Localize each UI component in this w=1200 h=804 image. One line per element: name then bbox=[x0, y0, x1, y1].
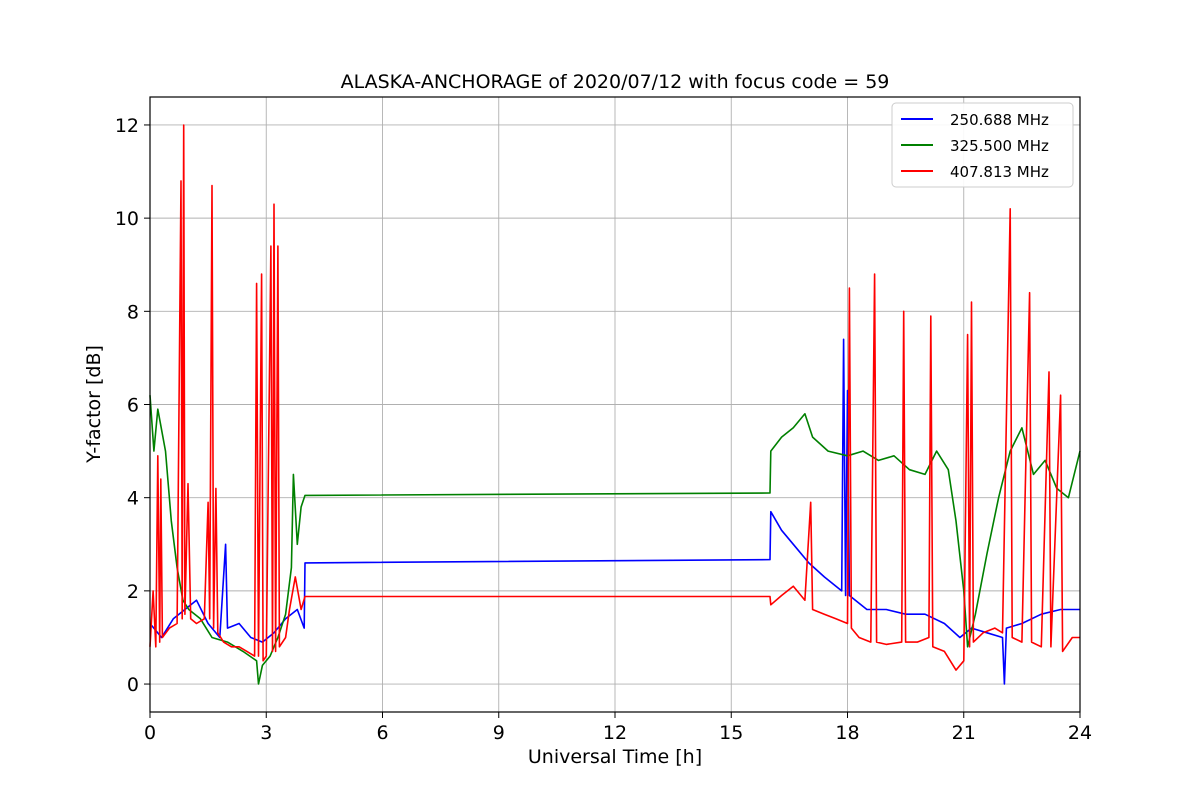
x-tick-label: 3 bbox=[260, 722, 272, 744]
legend-box bbox=[891, 102, 1074, 188]
chart-title: ALASKA-ANCHORAGE of 2020/07/12 with focu… bbox=[341, 71, 890, 93]
x-tick-label: 18 bbox=[835, 722, 859, 744]
y-tick-label: 8 bbox=[127, 301, 139, 323]
x-tick-label: 24 bbox=[1068, 722, 1092, 744]
series-line-2 bbox=[149, 124, 1080, 671]
y-tick-label: 6 bbox=[127, 395, 139, 417]
y-tick-label: 10 bbox=[115, 208, 139, 230]
y-axis-title: Y-factor [dB] bbox=[83, 345, 105, 464]
x-tick-label: 6 bbox=[376, 722, 388, 744]
y-tick-label: 2 bbox=[127, 581, 139, 603]
series-line-1 bbox=[149, 395, 1081, 685]
series-line-0 bbox=[149, 338, 1080, 685]
legend-label-2: 407.813 MHz bbox=[950, 163, 1049, 181]
x-axis-title: Universal Time [h] bbox=[528, 746, 702, 768]
y-tick-label: 12 bbox=[115, 115, 139, 137]
x-tick-label: 21 bbox=[952, 722, 976, 744]
legend-label-1: 325.500 MHz bbox=[950, 137, 1049, 155]
legend-label-0: 250.688 MHz bbox=[950, 111, 1049, 129]
x-tick-label: 0 bbox=[144, 722, 156, 744]
y-tick-label: 4 bbox=[127, 488, 139, 510]
x-tick-label: 9 bbox=[493, 722, 505, 744]
series-layer bbox=[149, 124, 1081, 685]
y-tick-label: 0 bbox=[127, 674, 139, 696]
x-tick-label: 12 bbox=[603, 722, 627, 744]
x-tick-label: 15 bbox=[719, 722, 743, 744]
legend: 250.688 MHz 325.500 MHz 407.813 MHz bbox=[891, 102, 1074, 188]
